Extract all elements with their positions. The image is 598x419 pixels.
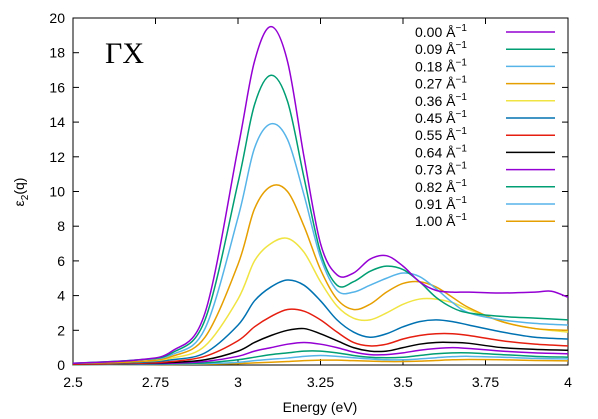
x-axis-title: Energy (eV) xyxy=(283,399,358,415)
x-axis-ticks: 2.5 2.75 3 3.25 3.5 3.75 4 xyxy=(63,18,572,390)
legend-exponent: −1 xyxy=(455,40,467,51)
legend-label: 1.00 Å−1 xyxy=(415,212,467,229)
series-line-0.82 xyxy=(72,350,569,366)
legend-exponent: −1 xyxy=(455,161,467,172)
series-line-0.55 xyxy=(72,308,569,365)
series-lines xyxy=(72,25,569,366)
y-tick-label: 0 xyxy=(57,357,65,373)
y-tick-label: 18 xyxy=(49,45,65,61)
series-line-0.64 xyxy=(72,327,569,365)
series-line-0.27 xyxy=(72,184,569,365)
y-tick-label: 10 xyxy=(49,184,65,200)
legend-value: 0.55 Å xyxy=(415,127,456,143)
x-tick-label: 3 xyxy=(234,374,242,390)
y-tick-label: 12 xyxy=(49,149,65,165)
y-axis-title-tail: (q) xyxy=(11,178,27,195)
legend-label: 0.36 Å−1 xyxy=(415,92,467,109)
panel-label: ΓX xyxy=(105,37,144,70)
legend-label: 0.00 Å−1 xyxy=(415,23,467,40)
legend-value: 0.64 Å xyxy=(415,144,456,160)
legend-value: 0.18 Å xyxy=(415,58,456,74)
series-line-0.00 xyxy=(72,25,569,365)
y-axis-title-main: ε xyxy=(11,200,27,206)
y-tick-label: 20 xyxy=(49,10,65,26)
legend-label: 0.64 Å−1 xyxy=(415,143,467,160)
legend-exponent: −1 xyxy=(455,178,467,189)
x-tick-label: 3.5 xyxy=(393,374,413,390)
legend-label: 0.18 Å−1 xyxy=(415,57,467,74)
legend-exponent: −1 xyxy=(455,23,467,34)
legend-exponent: −1 xyxy=(455,57,467,68)
series-line-0.45 xyxy=(72,279,569,365)
legend-value: 0.00 Å xyxy=(415,24,456,40)
legend-label: 0.09 Å−1 xyxy=(415,40,467,57)
legend-value: 0.73 Å xyxy=(415,162,456,178)
legend-exponent: −1 xyxy=(455,75,467,86)
y-tick-label: 6 xyxy=(57,253,65,269)
series-line-0.18 xyxy=(72,122,569,365)
y-axis-title: ε2(q) xyxy=(11,178,31,207)
x-tick-label: 2.5 xyxy=(63,374,83,390)
y-tick-label: 8 xyxy=(57,218,65,234)
y-tick-label: 14 xyxy=(49,114,65,130)
legend-exponent: −1 xyxy=(455,109,467,120)
y-axis-title-sub: 2 xyxy=(20,194,31,200)
legend-label: 0.82 Å−1 xyxy=(415,178,467,195)
legend-exponent: −1 xyxy=(455,195,467,206)
legend-label: 0.73 Å−1 xyxy=(415,161,467,178)
series-line-0.91 xyxy=(72,354,569,366)
y-tick-label: 16 xyxy=(49,79,65,95)
legend-label: 0.91 Å−1 xyxy=(415,195,467,212)
y-tick-label: 4 xyxy=(57,288,65,304)
legend: 0.00 Å−10.09 Å−10.18 Å−10.27 Å−10.36 Å−1… xyxy=(415,23,555,229)
series-line-0.09 xyxy=(72,74,569,365)
x-tick-label: 3.75 xyxy=(472,374,499,390)
legend-label: 0.45 Å−1 xyxy=(415,109,467,126)
legend-value: 0.82 Å xyxy=(415,179,456,195)
legend-label: 0.55 Å−1 xyxy=(415,126,467,143)
legend-value: 0.45 Å xyxy=(415,110,456,126)
y-tick-label: 2 xyxy=(57,322,65,338)
legend-exponent: −1 xyxy=(455,126,467,137)
legend-value: 0.36 Å xyxy=(415,93,456,109)
x-tick-label: 2.75 xyxy=(142,374,169,390)
legend-exponent: −1 xyxy=(455,92,467,103)
legend-label: 0.27 Å−1 xyxy=(415,75,467,92)
legend-value: 1.00 Å xyxy=(415,213,456,229)
series-line-0.36 xyxy=(72,237,569,365)
series-line-0.73 xyxy=(72,341,569,365)
plot-frame xyxy=(72,17,569,366)
x-tick-label: 3.25 xyxy=(307,374,334,390)
legend-value: 0.27 Å xyxy=(415,76,456,92)
legend-value: 0.91 Å xyxy=(415,196,456,212)
legend-value: 0.09 Å xyxy=(415,41,456,57)
legend-exponent: −1 xyxy=(455,212,467,223)
x-tick-label: 4 xyxy=(564,374,572,390)
y-axis-ticks: 0 2 4 6 8 10 12 14 16 18 20 xyxy=(49,10,568,373)
legend-exponent: −1 xyxy=(455,143,467,154)
